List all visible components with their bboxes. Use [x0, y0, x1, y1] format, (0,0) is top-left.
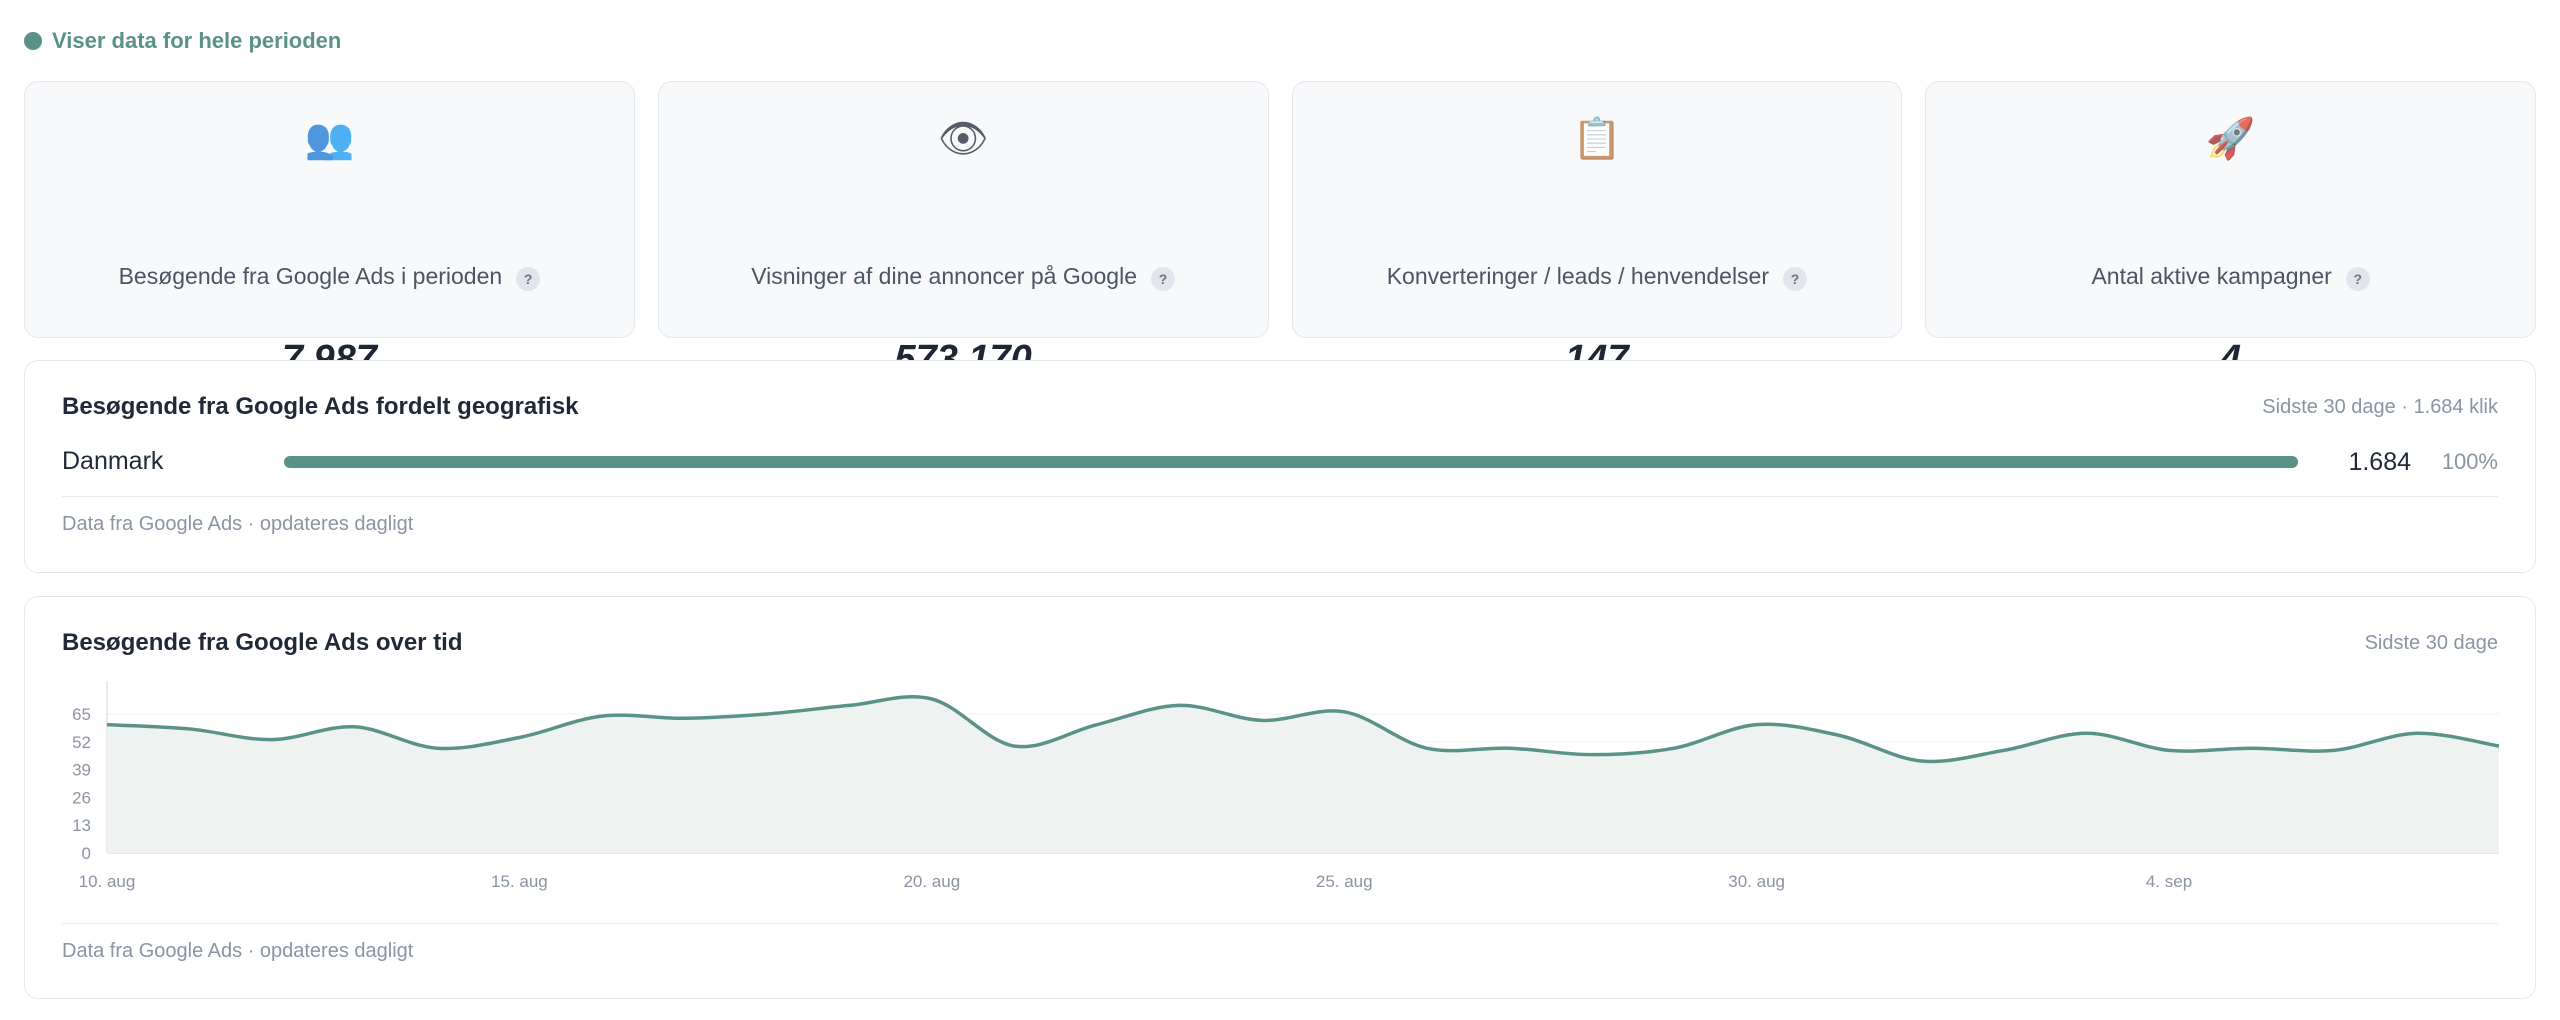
geo-bar-fill [284, 456, 2298, 468]
geo-bar-track [284, 456, 2298, 468]
eye-icon: 👁 [937, 117, 989, 161]
kpi-card-impressions: 👁 Visninger af dine annoncer på Google ?… [657, 81, 1269, 380]
kpi-label-row: Konverteringer / leads / henvendelser ? [1293, 263, 1902, 291]
divider [62, 923, 2498, 924]
kpi-label: Konverteringer / leads / henvendelser [1386, 263, 1770, 289]
geo-percent: 100% [2441, 449, 2498, 474]
period-status-label: Viser data for hele perioden [52, 28, 342, 53]
visitors-icon: 👥 [304, 117, 355, 161]
kpi-label-row: Visninger af dine annoncer på Google ? [659, 263, 1268, 291]
kpi-label: Besøgende fra Google Ads i perioden [118, 263, 503, 289]
x-tick-label: 20. aug [903, 872, 960, 891]
kpi-label: Antal aktive kampagner [2091, 263, 2332, 289]
rocket-icon: 🚀 [2205, 117, 2256, 161]
kpi-label: Visninger af dine annoncer på Google [751, 263, 1137, 289]
status-dot-icon [24, 32, 42, 50]
timeseries-footer: Data fra Google Ads · opdateres dagligt [62, 940, 414, 962]
kpi-card-visitors: 👥 Besøgende fra Google Ads i perioden ? … [24, 81, 635, 380]
kpi-label-row: Besøgende fra Google Ads i perioden ? [25, 263, 634, 291]
y-tick-label: 52 [72, 733, 91, 752]
geo-country: Danmark [62, 447, 164, 475]
geo-title: Besøgende fra Google Ads fordelt geograf… [62, 393, 579, 420]
timeseries-panel: Besøgende fra Google Ads over tid Sidste… [24, 596, 2536, 999]
x-tick-label: 10. aug [79, 872, 136, 891]
y-tick-label: 13 [72, 816, 91, 835]
geo-count: 1.684 [2348, 448, 2411, 476]
x-tick-label: 4. sep [2146, 872, 2192, 891]
y-tick-label: 0 [82, 844, 91, 863]
x-tick-label: 25. aug [1316, 872, 1373, 891]
timeseries-meta: Sidste 30 dage [2364, 632, 2498, 654]
series-line [106, 695, 2500, 764]
y-tick-label: 65 [72, 705, 91, 724]
x-tick-label: 15. aug [491, 872, 548, 891]
x-tick-label: 30. aug [1728, 872, 1785, 891]
geo-footer: Data fra Google Ads · opdateres dagligt [62, 513, 414, 535]
help-icon[interactable]: ? [516, 266, 541, 291]
y-tick-label: 26 [72, 788, 91, 807]
help-icon[interactable]: ? [2345, 266, 2370, 291]
timeseries-title: Besøgende fra Google Ads over tid [62, 629, 463, 656]
kpi-card-conversions: 📋 Konverteringer / leads / henvendelser … [1291, 81, 1903, 380]
clipboard-icon: 📋 [1571, 117, 1622, 161]
y-tick-label: 39 [72, 761, 91, 780]
geo-meta: Sidste 30 dage · 1.684 klik [2262, 396, 2498, 418]
help-icon[interactable]: ? [1783, 266, 1808, 291]
kpi-label-row: Antal aktive kampagner ? [1926, 263, 2535, 291]
series-area [107, 696, 2499, 853]
timeseries-chart: 0 13 26 39 52 65 10. aug 15. aug 20. aug 25. aug 3… [72, 681, 2500, 891]
kpi-row: 👥 Besøgende fra Google Ads i perioden ? … [24, 81, 2536, 380]
geo-panel: Besøgende fra Google Ads fordelt geograf… [24, 360, 2536, 573]
period-status: Viser data for hele perioden [24, 28, 341, 54]
divider [62, 496, 2498, 497]
help-icon[interactable]: ? [1151, 266, 1175, 291]
kpi-card-campaigns: 🚀 Antal aktive kampagner ? 4 [1925, 81, 2536, 380]
